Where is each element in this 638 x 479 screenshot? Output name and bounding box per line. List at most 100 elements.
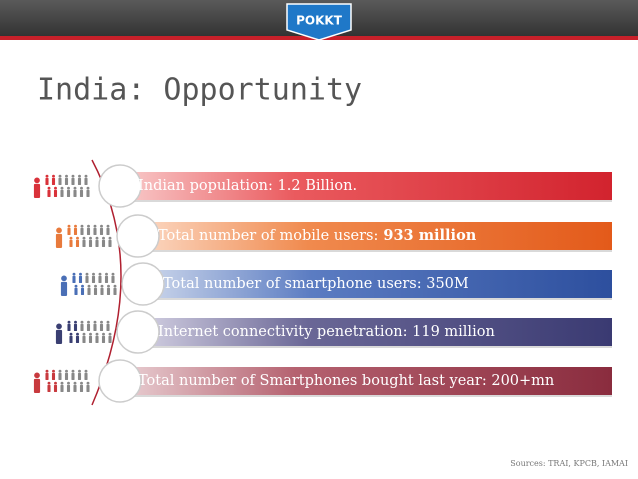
person-head xyxy=(100,224,103,228)
item-label: Total number of mobile users: xyxy=(158,228,378,244)
item-text: Total number of Smartphones bought last … xyxy=(138,373,554,389)
person-head xyxy=(85,272,89,276)
person-body xyxy=(73,323,78,331)
person-head xyxy=(34,177,40,184)
item-text: Internet connectivity penetration: 119 m… xyxy=(158,324,495,340)
person-body xyxy=(74,287,78,295)
item-text: Total number of smartphone users: 350M xyxy=(163,276,469,292)
person-head xyxy=(54,186,57,190)
person-head xyxy=(87,320,90,324)
person-head xyxy=(106,320,110,324)
person-head xyxy=(34,372,40,379)
person-body xyxy=(66,189,71,197)
person-body xyxy=(86,189,90,197)
person-body xyxy=(84,177,88,185)
person-body xyxy=(101,239,106,247)
person-head xyxy=(92,272,95,276)
person-body xyxy=(33,183,41,198)
person-head xyxy=(74,284,78,288)
person-head xyxy=(52,174,55,178)
person-body xyxy=(106,227,110,235)
person-body xyxy=(86,323,91,331)
bullet-circle xyxy=(121,262,165,306)
person-head xyxy=(86,186,90,190)
person-body xyxy=(85,275,89,283)
person-head xyxy=(100,320,103,324)
person-head xyxy=(56,227,62,234)
person-head xyxy=(72,272,76,276)
person-head xyxy=(58,369,62,373)
person-head xyxy=(87,284,91,288)
person-head xyxy=(67,320,71,324)
person-body xyxy=(108,239,112,247)
person-body xyxy=(111,275,115,283)
person-head xyxy=(73,186,77,190)
person-head xyxy=(82,236,86,240)
item-label: Total number of smartphone users: 350M xyxy=(163,276,469,292)
bullet-circle xyxy=(116,310,160,354)
person-head xyxy=(80,381,83,385)
person-body xyxy=(88,239,93,247)
person-head xyxy=(67,186,70,190)
person-head xyxy=(81,284,84,288)
person-body xyxy=(47,384,51,392)
person-head xyxy=(78,174,81,178)
person-head xyxy=(108,332,112,336)
banner xyxy=(150,270,612,298)
person-body xyxy=(73,227,78,235)
person-body xyxy=(71,177,75,185)
person-head xyxy=(84,174,88,178)
item-text: Indian population: 1.2 Billion. xyxy=(138,178,357,194)
person-head xyxy=(102,236,105,240)
person-body xyxy=(45,372,49,380)
person-body xyxy=(86,227,91,235)
person-head xyxy=(89,332,92,336)
person-head xyxy=(60,381,64,385)
title: India: Opportunity xyxy=(37,73,362,108)
banner xyxy=(145,318,612,346)
person-body xyxy=(106,323,110,331)
person-head xyxy=(93,224,97,228)
person-body xyxy=(87,287,91,295)
person-body xyxy=(58,372,62,380)
person-head xyxy=(82,332,86,336)
banner-shadow xyxy=(145,250,612,252)
bullet-circle xyxy=(116,214,160,258)
person-head xyxy=(54,381,57,385)
person-head xyxy=(80,320,84,324)
person-head xyxy=(86,381,90,385)
person-body xyxy=(78,275,83,283)
bullet-circle xyxy=(98,359,142,403)
banner xyxy=(125,172,612,200)
person-head xyxy=(76,236,79,240)
person-head xyxy=(65,369,68,373)
person-body xyxy=(73,189,77,197)
banner xyxy=(125,367,612,395)
person-head xyxy=(100,284,104,288)
person-head xyxy=(113,284,117,288)
banner-shadow xyxy=(145,346,612,348)
person-head xyxy=(67,224,71,228)
person-body xyxy=(82,335,86,343)
person-body xyxy=(60,384,64,392)
person-body xyxy=(93,227,97,235)
person-body xyxy=(101,335,106,343)
source: Sources: TRAI, KPCB, IAMAI xyxy=(510,459,628,468)
person-body xyxy=(80,227,84,235)
person-body xyxy=(69,335,73,343)
person-body xyxy=(55,233,63,248)
person-head xyxy=(106,224,110,228)
person-head xyxy=(56,323,62,330)
person-body xyxy=(69,239,73,247)
person-body xyxy=(82,239,86,247)
person-body xyxy=(60,189,64,197)
bullet-circle xyxy=(98,164,142,208)
person-body xyxy=(75,239,80,247)
person-body xyxy=(75,335,80,343)
person-body xyxy=(45,177,49,185)
person-head xyxy=(80,224,84,228)
person-body xyxy=(113,287,117,295)
person-head xyxy=(84,369,88,373)
person-body xyxy=(47,189,51,197)
